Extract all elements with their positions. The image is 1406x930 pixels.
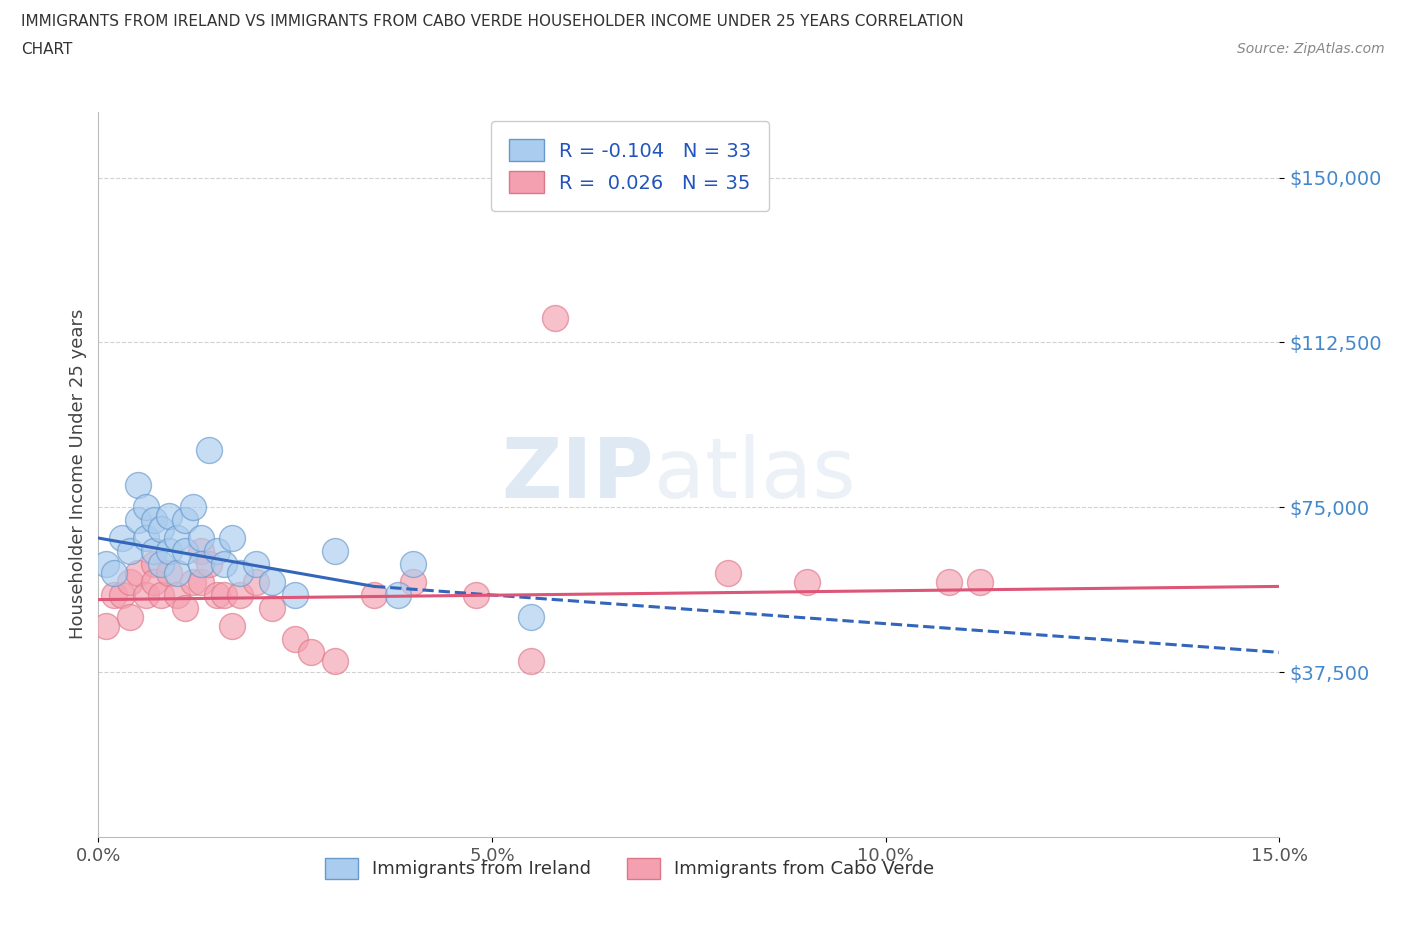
Point [260, 601, 283, 616]
Point [520, 610, 543, 625]
Point [229, 588, 252, 603]
Point [969, 575, 991, 590]
Point [103, 588, 125, 603]
Point [284, 631, 307, 646]
Point [544, 311, 567, 325]
Point [402, 557, 425, 572]
Point [111, 588, 134, 603]
Point [221, 618, 243, 633]
Text: atlas: atlas [654, 433, 855, 515]
Point [118, 544, 141, 559]
Point [127, 478, 149, 493]
Point [260, 575, 283, 590]
Point [157, 565, 180, 580]
Point [96, 557, 118, 572]
Point [111, 531, 134, 546]
Point [938, 575, 960, 590]
Text: IMMIGRANTS FROM IRELAND VS IMMIGRANTS FROM CABO VERDE HOUSEHOLDER INCOME UNDER 2: IMMIGRANTS FROM IRELAND VS IMMIGRANTS FR… [21, 14, 963, 29]
Point [135, 531, 157, 546]
Point [299, 644, 322, 659]
Point [142, 575, 165, 590]
Point [717, 565, 740, 580]
Point [190, 575, 212, 590]
Point [465, 588, 488, 603]
Point [221, 531, 243, 546]
Point [174, 544, 197, 559]
Point [118, 610, 141, 625]
Point [166, 565, 188, 580]
Point [197, 557, 219, 572]
Text: CHART: CHART [21, 42, 73, 57]
Point [181, 575, 204, 590]
Point [118, 575, 141, 590]
Point [150, 557, 173, 572]
Text: Source: ZipAtlas.com: Source: ZipAtlas.com [1237, 42, 1385, 56]
Point [150, 588, 173, 603]
Point [245, 557, 267, 572]
Point [214, 557, 236, 572]
Point [96, 618, 118, 633]
Point [387, 588, 409, 603]
Point [402, 575, 425, 590]
Point [323, 544, 346, 559]
Point [205, 588, 228, 603]
Point [181, 499, 204, 514]
Point [142, 513, 165, 528]
Point [157, 544, 180, 559]
Point [174, 513, 197, 528]
Point [142, 557, 165, 572]
Point [166, 531, 188, 546]
Point [323, 654, 346, 669]
Point [190, 531, 212, 546]
Point [127, 513, 149, 528]
Point [520, 654, 543, 669]
Point [245, 575, 267, 590]
Point [214, 588, 236, 603]
Point [142, 544, 165, 559]
Point [135, 499, 157, 514]
Point [135, 588, 157, 603]
Point [229, 565, 252, 580]
Point [103, 565, 125, 580]
Y-axis label: Householder Income Under 25 years: Householder Income Under 25 years [69, 309, 87, 640]
Point [190, 544, 212, 559]
Text: ZIP: ZIP [501, 433, 654, 515]
Point [197, 443, 219, 458]
Point [796, 575, 818, 590]
Point [127, 565, 149, 580]
Point [150, 522, 173, 537]
Point [190, 557, 212, 572]
Point [284, 588, 307, 603]
Point [174, 601, 197, 616]
Point [363, 588, 385, 603]
Point [157, 509, 180, 524]
Point [205, 544, 228, 559]
Point [166, 588, 188, 603]
Legend: Immigrants from Ireland, Immigrants from Cabo Verde: Immigrants from Ireland, Immigrants from… [311, 844, 949, 893]
